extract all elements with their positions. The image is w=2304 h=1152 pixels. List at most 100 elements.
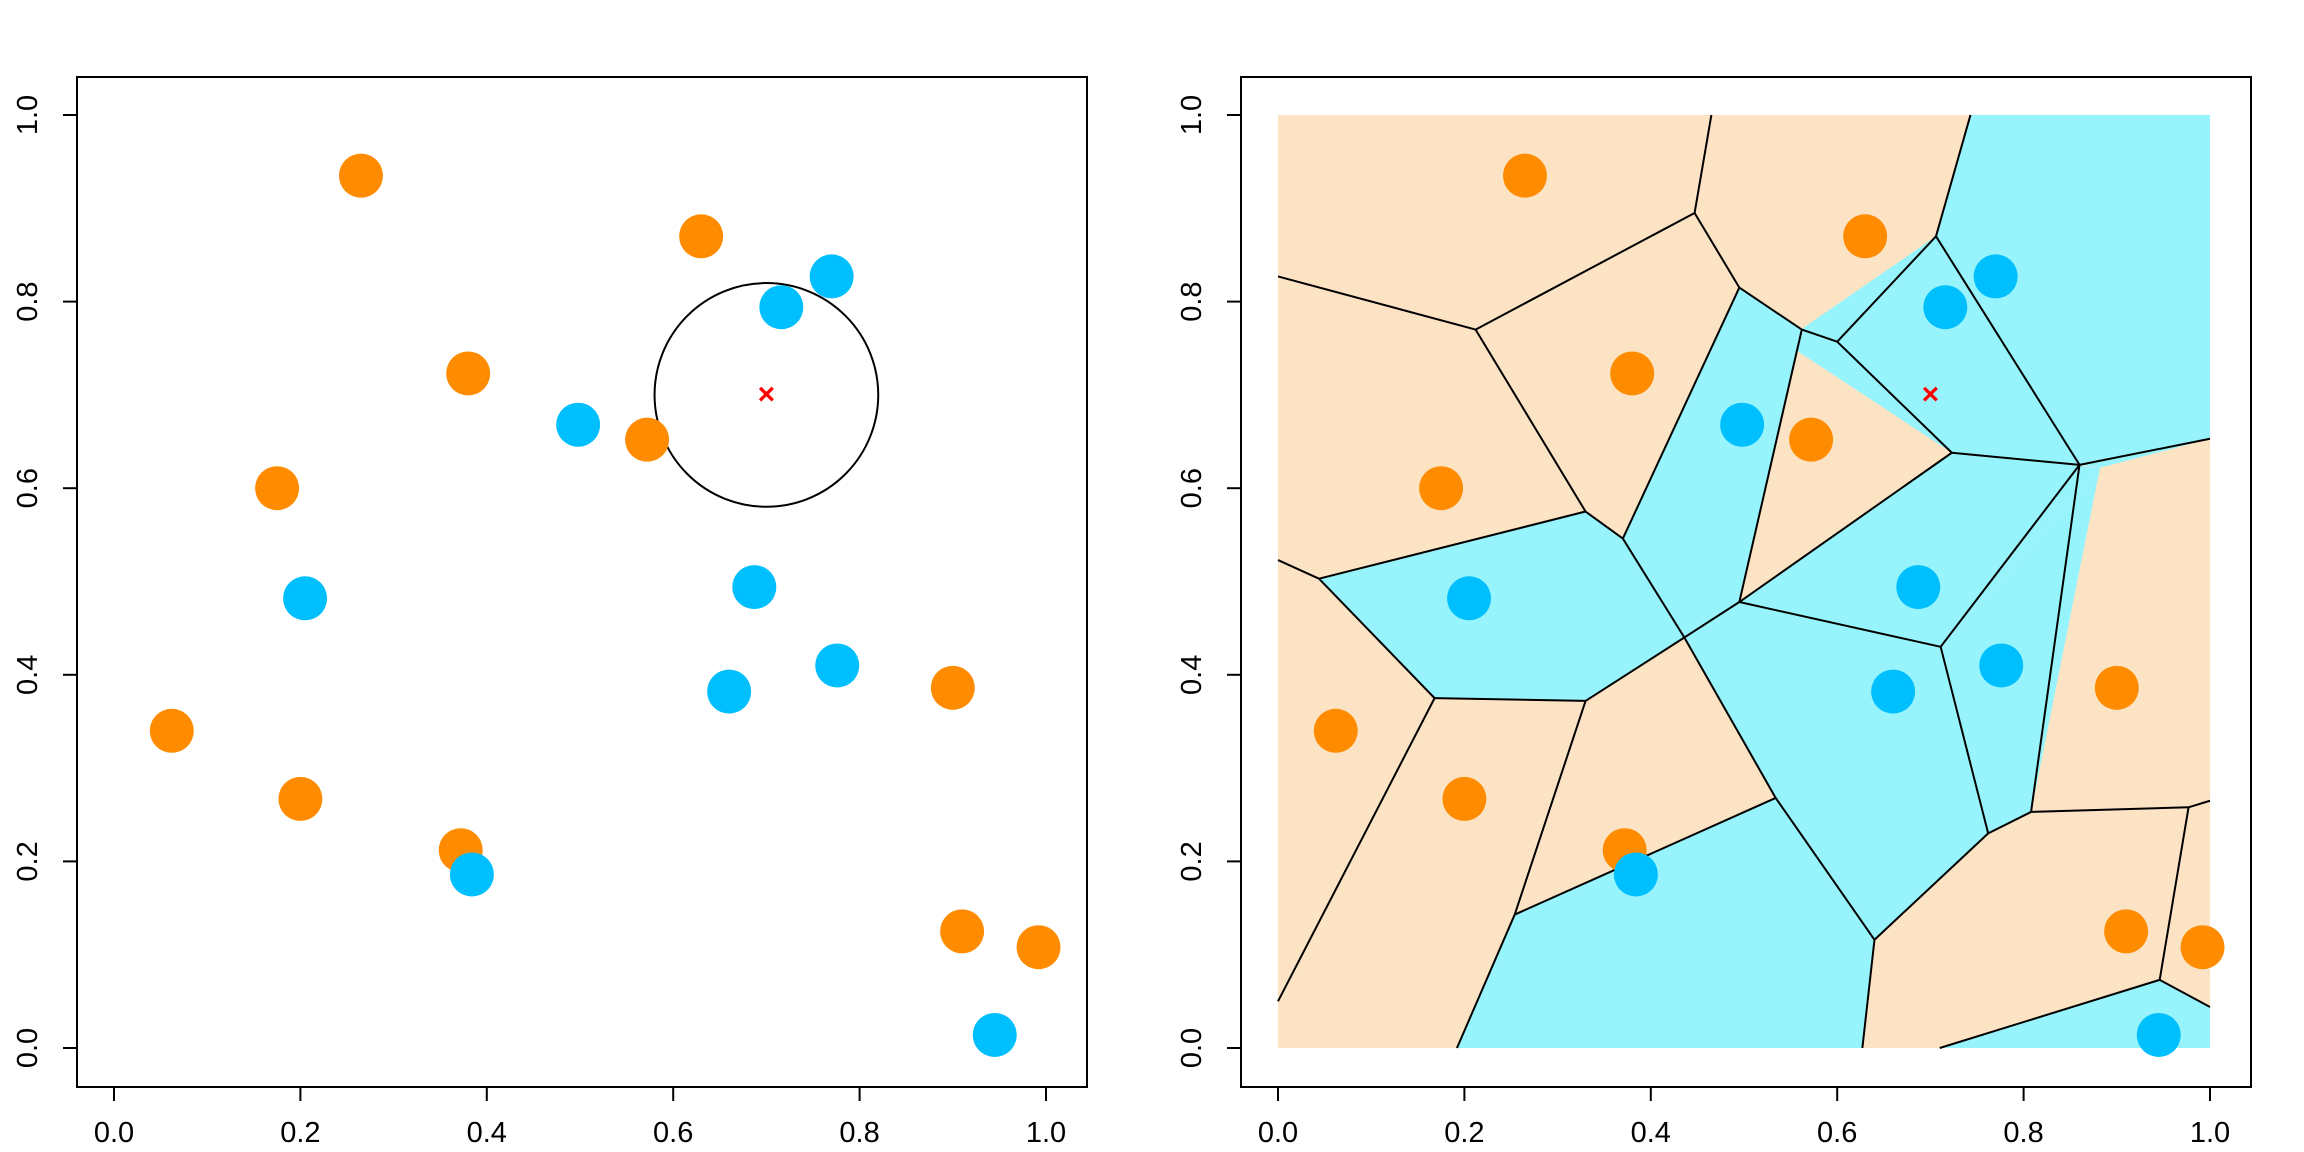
orange-point <box>625 417 670 462</box>
orange-point <box>930 665 975 710</box>
voronoi-edge <box>1584 510 1624 540</box>
orange-point <box>1843 214 1888 259</box>
x-tick-label: 0.0 <box>94 1117 134 1149</box>
voronoi-edge <box>1693 114 1713 214</box>
blue-point <box>972 1012 1017 1057</box>
voronoi-edge <box>1935 114 1972 237</box>
orange-point <box>1502 153 1547 198</box>
x-tick-label: 1.0 <box>2190 1117 2230 1149</box>
orange-point <box>1016 925 1061 970</box>
blue-point <box>1447 576 1492 621</box>
y-tick-label: 0.0 <box>12 1028 44 1068</box>
orange-point <box>446 351 491 396</box>
blue-point <box>556 402 601 447</box>
blue-point <box>449 852 494 897</box>
blue-point <box>707 669 752 714</box>
orange-point <box>679 214 724 259</box>
neighborhood-circle <box>653 282 880 508</box>
voronoi-edge <box>1277 559 1320 580</box>
voronoi-edge <box>1836 235 1937 343</box>
knn-scatter-panel: × 0.0 0.2 0.4 0.6 0.8 1.0 0.0 0.2 0.4 0.6 0.8 1.0 <box>12 76 1088 1149</box>
voronoi-edge <box>1621 287 1741 540</box>
blue-region <box>1936 115 2210 468</box>
voronoi-edge <box>1318 510 1586 580</box>
blue-point <box>283 576 328 621</box>
voronoi-edge <box>1939 464 2081 648</box>
voronoi-edge <box>1987 811 2032 835</box>
blue-point <box>1896 565 1941 610</box>
blue-point <box>759 285 804 330</box>
y-tick-label: 1.0 <box>12 95 44 135</box>
voronoi-edge <box>1739 601 1941 648</box>
voronoi-edge <box>2158 807 2190 981</box>
blue-point <box>1973 254 2018 299</box>
query-point-marker: × <box>758 378 776 411</box>
blue-point <box>1923 285 1968 330</box>
voronoi-edge <box>1318 578 1436 699</box>
orange-point <box>1789 417 1834 462</box>
voronoi-edge <box>1585 636 1685 702</box>
query-point-marker: × <box>1922 378 1940 411</box>
y-tick-label: 0.4 <box>1176 655 1208 695</box>
voronoi-edge <box>1434 697 1586 702</box>
orange-point <box>1442 776 1487 821</box>
orange-point <box>255 466 300 511</box>
voronoi-edge <box>1621 538 1686 639</box>
orange-point <box>2094 665 2139 710</box>
voronoi-edge <box>1801 328 1838 343</box>
y-tick-label: 0.6 <box>1176 468 1208 508</box>
blue-point <box>1613 852 1658 897</box>
x-tick-label: 0.4 <box>467 1117 507 1149</box>
x-tick-label: 0.2 <box>1444 1117 1484 1149</box>
x-tick-label: 0.6 <box>653 1117 693 1149</box>
voronoi-edge <box>1774 797 1876 941</box>
voronoi-edge <box>1738 286 1803 331</box>
x-tick-label: 0.4 <box>1631 1117 1671 1149</box>
voronoi-edge <box>1693 212 1741 289</box>
orange-point <box>2180 925 2225 970</box>
voronoi-edge <box>2188 799 2211 809</box>
y-tick-label: 0.8 <box>1176 281 1208 321</box>
voronoi-scatter-panel: × 0.0 0.2 0.4 0.6 0.8 1.0 0.0 0.2 0.4 0.6 0.8 1.0 <box>1176 76 2252 1149</box>
voronoi-edge <box>1277 275 1476 331</box>
blue-point <box>2136 1012 2181 1057</box>
voronoi-edge <box>1738 451 1953 603</box>
blue-point <box>732 565 777 610</box>
voronoi-edge <box>1939 646 1990 834</box>
y-tick-label: 0.4 <box>12 655 44 695</box>
voronoi-edge <box>1513 700 1587 915</box>
voronoi-edge <box>1683 636 1777 799</box>
voronoi-edge <box>1861 939 1876 1049</box>
y-tick-label: 0.6 <box>12 468 44 508</box>
voronoi-edge <box>1738 329 1803 603</box>
voronoi-edge <box>2030 464 2081 813</box>
blue-region <box>1456 798 1875 1048</box>
blue-point <box>1979 643 2024 688</box>
orange-point <box>1313 708 1358 753</box>
plot-frame <box>76 76 1088 1088</box>
orange-point <box>149 708 194 753</box>
blue-region <box>1940 467 2100 834</box>
voronoi-edge <box>1475 212 1696 331</box>
x-tick-label: 0.8 <box>839 1117 879 1149</box>
blue-region <box>1739 452 2100 647</box>
blue-point <box>815 643 860 688</box>
y-tick-label: 0.2 <box>1176 841 1208 881</box>
voronoi-edge <box>1277 697 1436 1002</box>
orange-point <box>940 909 985 954</box>
x-tick-label: 0.2 <box>280 1117 320 1149</box>
voronoi-edge <box>1683 601 1740 639</box>
y-tick-label: 0.8 <box>12 281 44 321</box>
x-tick-label: 1.0 <box>1026 1117 1066 1149</box>
voronoi-edge <box>1939 978 2160 1049</box>
blue-region <box>1319 511 1685 701</box>
voronoi-edge <box>1474 329 1587 513</box>
orange-point <box>2104 909 2149 954</box>
y-tick-label: 0.0 <box>1176 1028 1208 1068</box>
voronoi-edge <box>1456 914 1516 1049</box>
orange-point <box>278 776 323 821</box>
orange-point <box>1610 351 1655 396</box>
voronoi-edge <box>2159 979 2211 1008</box>
voronoi-edge <box>2031 806 2189 813</box>
